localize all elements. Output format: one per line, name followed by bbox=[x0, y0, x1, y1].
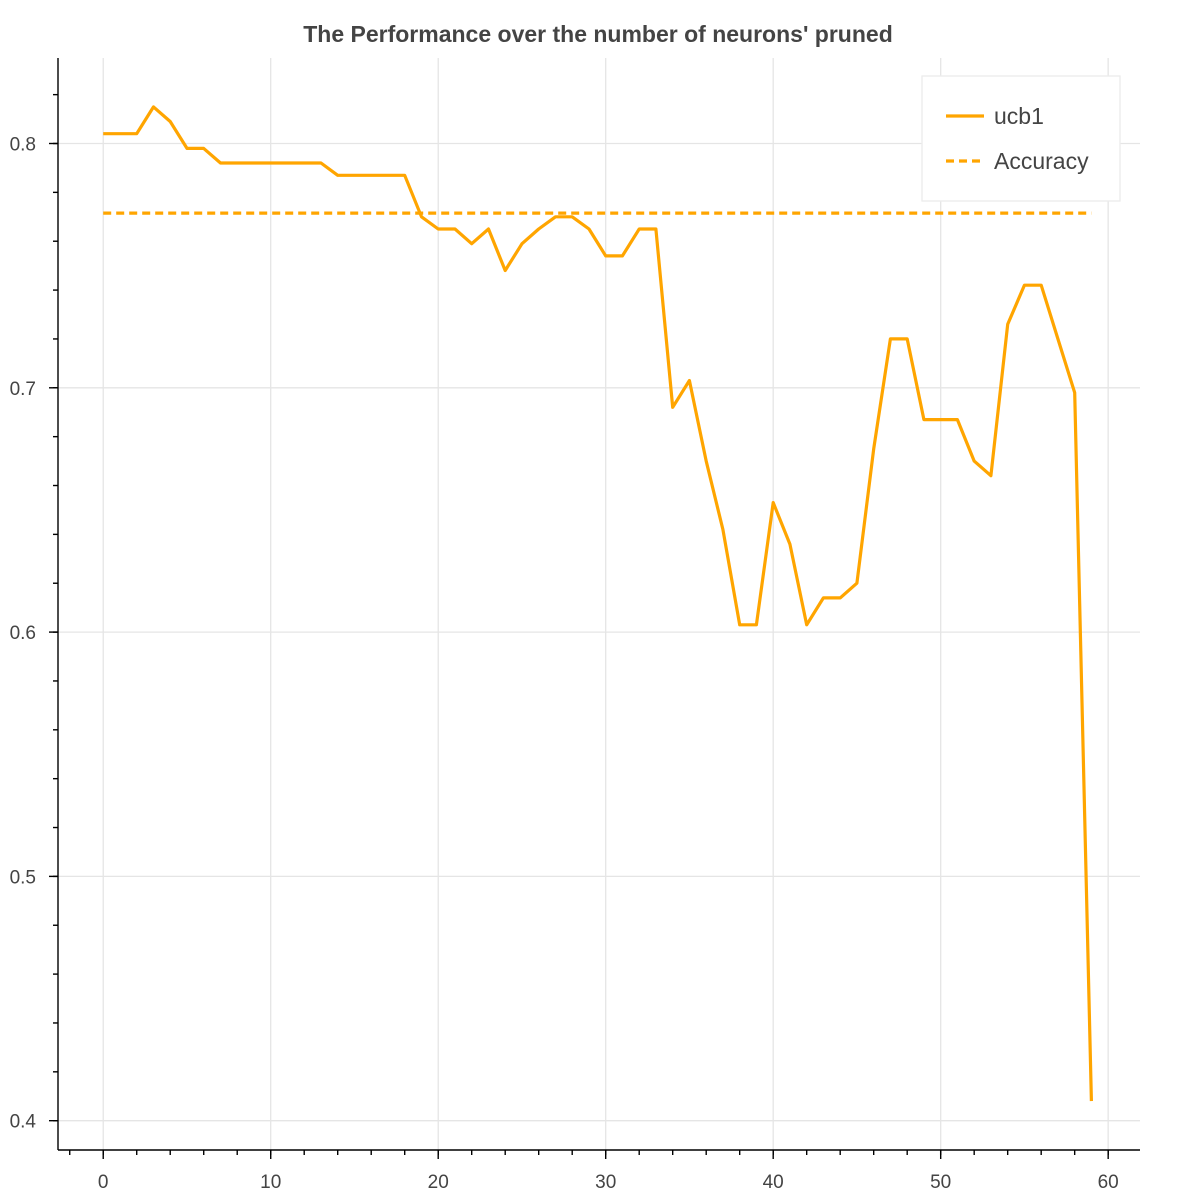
y-tick-label: 0.8 bbox=[10, 135, 36, 156]
series-line-ucb1 bbox=[103, 105, 1093, 1102]
x-tick-label: 20 bbox=[428, 1172, 449, 1193]
plot-series bbox=[103, 105, 1093, 1102]
legend: ucb1 Accuracy bbox=[921, 75, 1121, 202]
x-tick-label: 60 bbox=[1098, 1172, 1119, 1193]
legend-label-ucb1: ucb1 bbox=[994, 103, 1044, 129]
chart-title: The Performance over the number of neuro… bbox=[303, 21, 893, 47]
y-tick-label: 0.4 bbox=[10, 1112, 37, 1133]
y-tick-label: 0.7 bbox=[10, 379, 36, 400]
legend-box bbox=[921, 75, 1121, 202]
x-tick-label: 40 bbox=[763, 1172, 784, 1193]
x-tick-label: 10 bbox=[260, 1172, 281, 1193]
x-tick-label: 50 bbox=[930, 1172, 951, 1193]
y-tick-label: 0.6 bbox=[10, 623, 36, 644]
axes: 0 10 20 30 40 50 60 0.4 0.5 0.6 0.7 0.8 bbox=[10, 58, 1140, 1193]
legend-label-accuracy: Accuracy bbox=[994, 148, 1089, 174]
grid bbox=[58, 58, 1140, 1150]
x-tick-label: 0 bbox=[98, 1172, 109, 1193]
x-tick-label: 30 bbox=[595, 1172, 616, 1193]
y-tick-label: 0.5 bbox=[10, 867, 36, 888]
